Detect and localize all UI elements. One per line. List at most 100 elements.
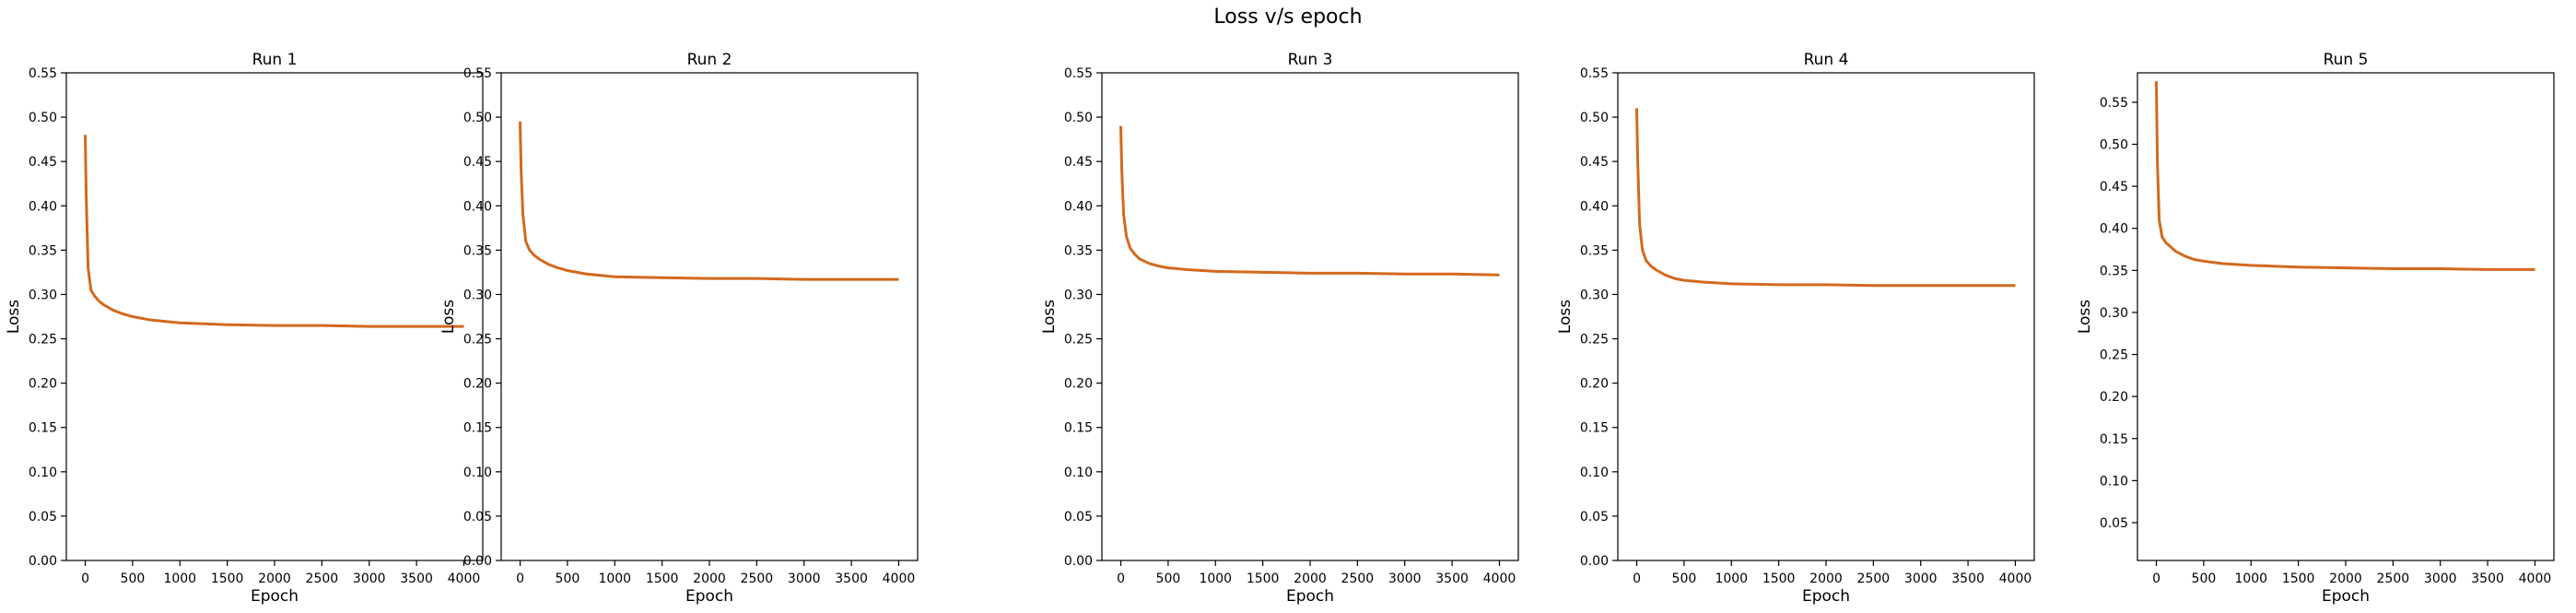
x-tick-label: 0 [1117,572,1125,586]
x-tick-label: 2500 [306,572,339,586]
y-tick-label: 0.30 [1064,288,1093,302]
y-tick-label: 0.10 [2100,474,2128,489]
subplot-title: Run 4 [1804,51,1849,69]
x-tick-label: 3500 [835,572,868,586]
y-tick-label: 0.20 [29,377,57,392]
y-tick-label: 0.05 [463,510,492,525]
x-tick-label: 4000 [883,572,916,586]
y-tick-label: 0.10 [29,466,57,480]
y-axis-label: Loss [1556,300,1575,334]
y-tick-label: 0.20 [2100,390,2128,405]
y-tick-label: 0.35 [1064,243,1093,258]
x-axis-label: Epoch [685,587,733,606]
x-tick-label: 0 [1633,572,1641,586]
x-axis-label: Epoch [1286,587,1334,606]
y-tick-label: 0.55 [1580,66,1609,81]
plot-frame [1101,72,1519,561]
y-tick-label: 0.25 [463,333,492,348]
loss-line [84,135,464,328]
x-tick-label: 2000 [1809,572,1843,586]
y-tick-label: 0.25 [1064,333,1093,348]
x-tick-label: 1000 [2234,572,2267,586]
y-axis-label: Loss [439,300,458,334]
x-tick-label: 0 [2152,572,2160,586]
y-tick-label: 0.45 [29,155,57,170]
x-tick-label: 1000 [1199,572,1232,586]
y-tick-label: 0.05 [1064,510,1093,525]
x-tick-label: 2500 [2377,572,2410,586]
y-tick-label: 0.55 [1064,66,1093,81]
y-tick-label: 0.10 [1064,466,1093,480]
y-tick-label: 0.05 [1580,510,1609,525]
x-tick-label: 500 [121,572,146,586]
x-tick-label: 3500 [1951,572,1985,586]
y-tick-label: 0.15 [1580,421,1609,436]
x-tick-label: 3000 [2424,572,2457,586]
x-axis-label: Epoch [1802,587,1850,606]
y-tick-label: 0.35 [463,243,492,258]
x-tick-label: 2500 [1857,572,1891,586]
subplot-run-1: 0.00 0.05 0.10 0.15 0.20 0.25 0.30 0.35 0.40 0.45… [5,51,484,606]
y-tick-label: 0.00 [1064,554,1093,569]
subplot-run-4: 0.00 0.05 0.10 0.15 0.20 0.25 0.30 0.35 0.40 0.45… [1556,51,2035,606]
subplot-title: Run 1 [252,51,298,69]
y-tick-label: 0.40 [29,199,57,214]
loss-line [2155,81,2535,271]
x-tick-label: 2000 [693,572,726,586]
y-tick-label: 0.55 [29,66,57,81]
y-tick-label: 0.50 [1580,111,1609,125]
y-tick-label: 0.00 [29,554,57,569]
y-tick-label: 0.20 [463,377,492,392]
x-tick-label: 3500 [400,572,433,586]
y-tick-label: 0.45 [1064,155,1093,170]
x-tick-label: 2000 [258,572,291,586]
x-tick-label: 1000 [1715,572,1748,586]
subplot-title: Run 2 [687,51,732,69]
y-tick-label: 0.15 [463,421,492,436]
subplot-title: Run 5 [2324,51,2369,69]
y-tick-label: 0.50 [29,111,57,125]
y-tick-label: 0.30 [463,288,492,302]
loss-line [1119,125,1500,277]
x-tick-label: 4000 [2519,572,2552,586]
x-tick-label: 1500 [1762,572,1796,586]
x-tick-label: 3000 [1904,572,1938,586]
subplot-run-2: 0.00 0.05 0.10 0.15 0.20 0.25 0.30 0.35 0.40 0.45… [439,51,919,606]
loss-line [1635,108,2016,288]
y-tick-label: 0.30 [2100,306,2128,321]
figure-title: Loss v/s epoch [1213,6,1363,29]
y-tick-label: 0.20 [1064,377,1093,392]
x-tick-label: 0 [81,572,89,586]
y-tick-label: 0.00 [463,554,492,569]
y-tick-label: 0.25 [29,333,57,348]
subplot-run-5: 0.05 0.10 0.15 0.20 0.25 0.30 0.35 0.40 0.45 0.50… [2076,51,2555,606]
x-tick-label: 3500 [2471,572,2504,586]
y-tick-label: 0.05 [29,510,57,525]
y-tick-label: 0.40 [2100,222,2128,237]
y-axis-label: Loss [5,300,23,334]
y-axis-label: Loss [1040,300,1059,334]
x-tick-label: 3000 [353,572,386,586]
y-tick-label: 0.05 [2100,516,2128,531]
y-tick-label: 0.40 [1064,199,1093,214]
x-tick-label: 2500 [1341,572,1375,586]
y-tick-label: 0.50 [1064,111,1093,125]
y-tick-label: 0.15 [29,421,57,436]
x-tick-label: 1000 [163,572,196,586]
y-tick-label: 0.35 [1580,243,1609,258]
y-tick-label: 0.40 [1580,199,1609,214]
plot-frame [500,72,919,561]
x-tick-label: 3000 [1388,572,1422,586]
x-tick-label: 3000 [788,572,821,586]
y-axis-label: Loss [2076,300,2094,334]
subplot-run-3: 0.00 0.05 0.10 0.15 0.20 0.25 0.30 0.35 0.40 0.45… [1040,51,1519,606]
x-tick-label: 1000 [598,572,631,586]
y-tick-label: 0.30 [1580,288,1609,302]
y-tick-label: 0.55 [463,66,492,81]
x-tick-label: 0 [516,572,524,586]
x-tick-label: 500 [2192,572,2217,586]
y-tick-label: 0.30 [29,288,57,302]
y-tick-label: 0.25 [1580,333,1609,348]
y-tick-label: 0.40 [463,199,492,214]
y-tick-label: 0.15 [1064,421,1093,436]
